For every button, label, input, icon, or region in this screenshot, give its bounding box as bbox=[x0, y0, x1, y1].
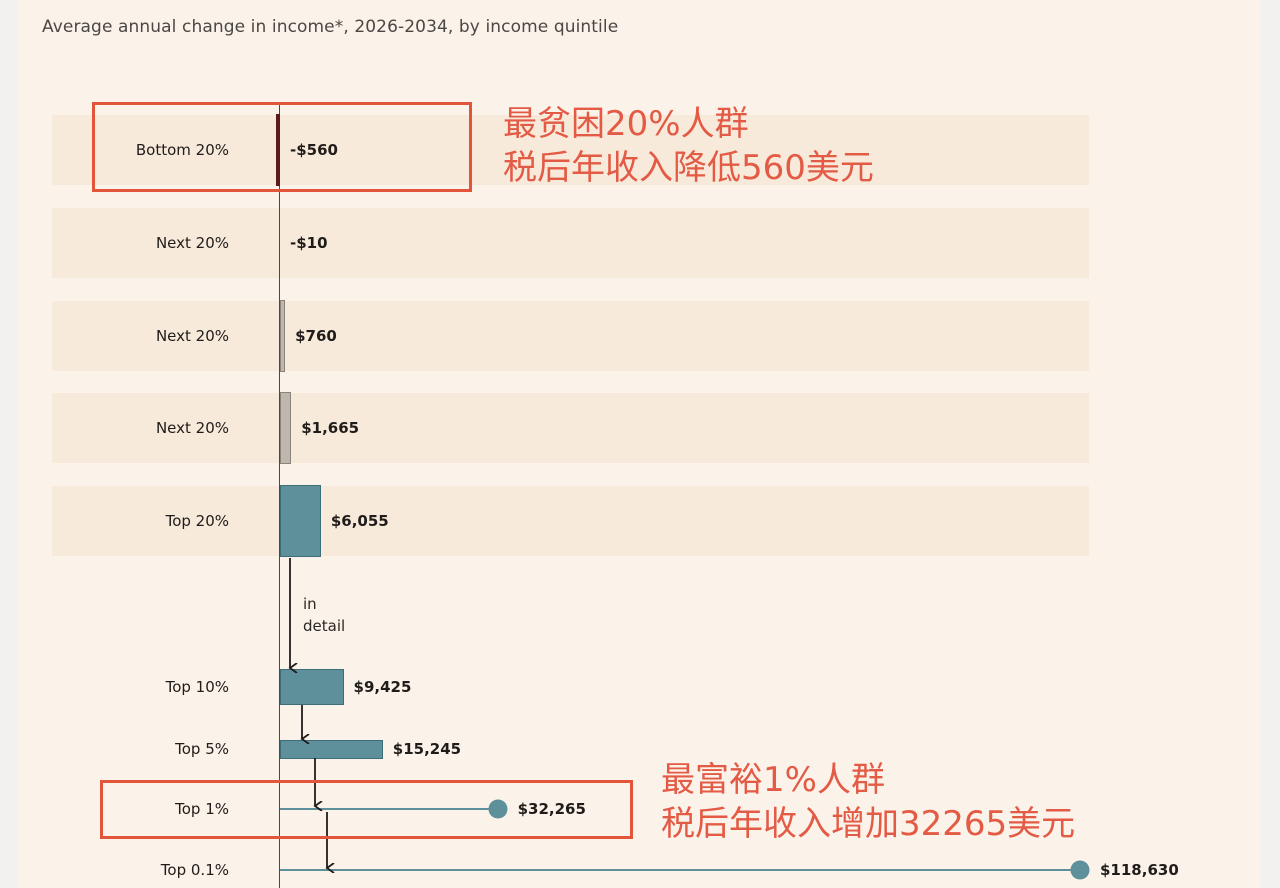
value-label: $32,265 bbox=[517, 800, 586, 818]
zero-axis-line bbox=[279, 104, 280, 888]
row-band bbox=[52, 486, 1089, 556]
highlight-box-bottom-20 bbox=[92, 102, 472, 192]
annotation-line: 最富裕1%人群 bbox=[661, 760, 885, 800]
category-label: Top 0.1% bbox=[160, 861, 229, 879]
category-label: Next 20% bbox=[155, 419, 229, 437]
bar-top-20 bbox=[280, 485, 321, 557]
row-band bbox=[52, 301, 1089, 371]
chart-subtitle: Average annual change in income*, 2026-2… bbox=[42, 17, 619, 37]
value-label: $15,245 bbox=[392, 740, 462, 758]
bar-next-20-b bbox=[280, 300, 286, 372]
annotation-line: 税后年收入增加32265美元 bbox=[661, 804, 1076, 844]
category-label: Top 1% bbox=[175, 800, 229, 818]
in-detail-line: detail bbox=[303, 617, 346, 635]
highlight-box-top-1 bbox=[100, 780, 633, 839]
bar-bottom-20 bbox=[276, 114, 280, 186]
in-detail-line: in bbox=[303, 595, 317, 613]
bar-top-5 bbox=[280, 739, 383, 759]
value-label: $9,425 bbox=[353, 678, 412, 696]
row-band bbox=[52, 393, 1089, 463]
category-label: Top 20% bbox=[165, 512, 229, 530]
value-label: $760 bbox=[295, 327, 337, 345]
bar-top-10 bbox=[280, 669, 344, 705]
category-label: Top 5% bbox=[175, 740, 229, 758]
annotation-bottom-20: 最贫困20%人群 税后年收入降低560美元 bbox=[503, 102, 874, 190]
category-label: Top 10% bbox=[165, 678, 229, 696]
annotation-line: 最贫困20%人群 bbox=[503, 104, 749, 144]
value-label: -$10 bbox=[290, 234, 328, 252]
lollipop-line-top-1 bbox=[280, 808, 498, 810]
value-label: $118,630 bbox=[1100, 861, 1179, 879]
row-band bbox=[52, 115, 1089, 185]
lollipop-line-top-0-1 bbox=[280, 869, 1080, 871]
annotation-top-1: 最富裕1%人群 税后年收入增加32265美元 bbox=[661, 758, 1075, 846]
category-label: Next 20% bbox=[155, 234, 229, 252]
value-label: -$560 bbox=[290, 141, 338, 159]
value-label: $6,055 bbox=[330, 512, 389, 530]
value-label: $1,665 bbox=[301, 419, 360, 437]
row-band bbox=[52, 208, 1089, 278]
in-detail-note: in detail bbox=[303, 593, 345, 637]
annotation-line: 税后年收入降低560美元 bbox=[503, 148, 874, 188]
category-label: Bottom 20% bbox=[135, 141, 229, 159]
bar-next-20-c bbox=[280, 392, 292, 464]
category-label: Next 20% bbox=[155, 327, 229, 345]
lollipop-dot-top-1 bbox=[488, 799, 508, 819]
lollipop-dot-top-0-1 bbox=[1070, 860, 1090, 880]
